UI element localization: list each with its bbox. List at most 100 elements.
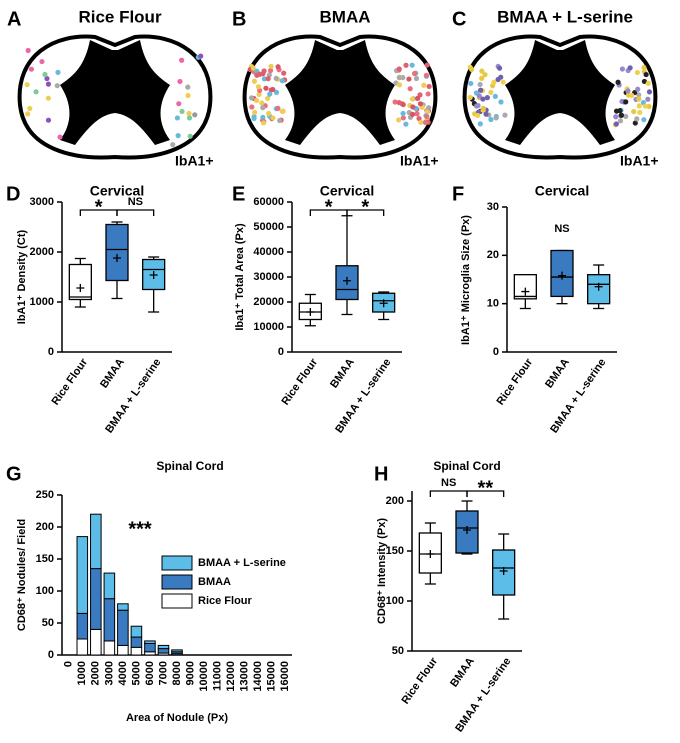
bar-segment [103,572,116,600]
cell-dot [641,117,647,123]
bar-segment [157,644,170,650]
cell-dot [25,47,31,54]
cell-dot [39,58,45,65]
y-tick-label: 150 [386,545,404,557]
cell-dot [186,115,193,121]
cell-dot [198,53,204,59]
cell-dot [475,112,481,119]
cell-dot [492,93,498,100]
legend-swatch [161,574,193,590]
cell-dot [45,95,51,101]
y-axis-label: CD68⁺ Nodules/ Field [16,519,28,631]
annotation: NS [441,477,456,489]
cell-dot [495,76,501,83]
x-tick-label: 14000 [252,661,264,692]
x-tick-label: 12000 [225,661,237,692]
annotation: NS [554,223,569,235]
cell-dot [482,72,488,78]
y-tick-label: 150 [36,553,54,565]
cell-dot [480,105,486,111]
x-tick-label: Rice Flour [49,356,90,408]
annotation: * [361,196,369,218]
cell-dot [273,89,280,95]
cell-dot [634,69,640,76]
x-tick-label: 10000 [198,661,210,692]
grey-matter [505,40,615,145]
mean-marker [306,308,315,316]
cell-dot [637,109,643,116]
cell-dot [407,86,413,92]
mean-marker [149,271,158,279]
cell-dot [400,115,406,121]
image-title: BMAA + L-serine [497,7,633,26]
cell-dot [625,88,631,94]
y-tick-label: 20 [487,249,499,261]
cell-dot [275,64,281,70]
cell-dot [261,68,267,74]
x-tick-label: 11000 [211,661,223,691]
mean-marker [594,282,603,291]
x-tick-label: 2000 [90,661,102,685]
cell-dot [396,75,402,81]
cell-dot [617,108,623,114]
cell-dot [187,133,193,139]
bar-segment [130,646,143,656]
cell-dot [634,116,640,122]
cell-dot [617,118,624,124]
cell-dot [632,120,638,126]
y-tick-label: 50000 [253,221,284,233]
cell-dot [177,78,183,85]
cell-dot [260,114,266,120]
y-tick-label: 20000 [253,296,284,308]
cell-dot [27,105,33,112]
cell-dot [396,117,402,123]
cell-dot [25,111,31,117]
panel-letter: B [232,8,246,30]
cell-dot [277,117,283,124]
cell-dot [279,78,285,84]
cell-dot [264,95,271,102]
y-tick-label: 0 [48,649,54,661]
cell-dot [424,109,430,115]
cell-dot [641,78,648,85]
mean-marker [463,526,471,534]
cell-dot [185,92,191,99]
x-tick-label: 15000 [266,661,278,692]
y-tick-label: 40000 [253,246,284,258]
chart-title: Spinal Cord [433,459,500,473]
cell-dot [266,110,272,117]
cell-dot [261,76,267,82]
x-tick-label: 3000 [103,661,115,685]
panel-letter: G [6,463,22,485]
cell-dot [467,94,473,101]
y-tick-label: 100 [386,595,404,607]
x-tick-label: BMAA [543,356,572,390]
y-axis-label: IbA1⁺ Microglia Size (Px) [460,215,472,345]
cell-dot [483,111,489,117]
cell-dot [270,115,276,121]
bar-segment [130,625,143,638]
cell-dot [475,102,481,109]
cell-dot [623,99,629,105]
bar-segment [103,640,116,656]
cell-dot [251,114,257,120]
cell-dot [400,101,406,108]
legend-label: Rice Flour [198,595,253,607]
cell-dot [54,83,60,89]
bar-segment [117,609,129,646]
spinal-cord-image [242,34,438,160]
panel-letter: D [6,183,20,205]
cell-dot [255,84,262,90]
x-tick-label: BMAA [328,356,357,390]
x-tick-label: 4000 [117,661,129,685]
image-title: Rice Flour [78,7,162,26]
cell-dot [627,65,633,71]
image-label: IbA1+ [620,153,659,169]
cell-dot [55,69,61,75]
x-tick-label: 9000 [184,661,196,685]
cell-dot [480,96,486,102]
y-tick-label: 10000 [253,321,284,333]
cell-dot [496,65,503,71]
cell-dot [424,113,430,120]
